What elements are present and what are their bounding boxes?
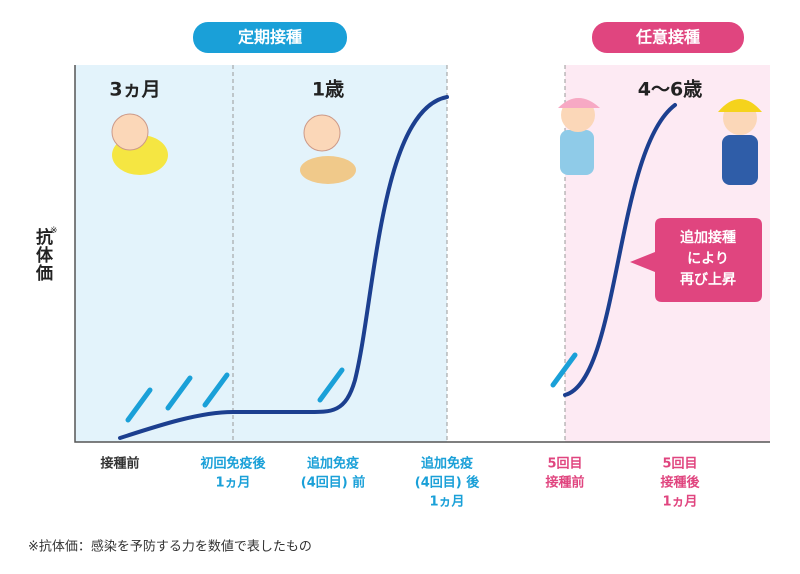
- callout: [630, 218, 762, 302]
- y-axis-mark: ※: [50, 226, 58, 236]
- x-label: 接種前: [545, 475, 584, 491]
- x-label: 追加免疫: [421, 456, 473, 472]
- routine-label: 定期接種: [237, 28, 302, 47]
- x-label: 1ヵ月: [429, 495, 464, 510]
- child-illustration: [558, 98, 600, 175]
- callout-text: 再び上昇: [680, 272, 736, 288]
- age-label: 1歳: [312, 79, 344, 101]
- age-label: 4〜6歳: [638, 79, 702, 101]
- x-label: 1ヵ月: [215, 476, 250, 491]
- x-label: (4回目) 前: [301, 475, 365, 491]
- x-label: 1ヵ月: [662, 495, 697, 510]
- x-label: 5回目: [547, 457, 582, 472]
- child-illustration: [718, 99, 762, 185]
- routine-badge: [193, 22, 347, 53]
- optional-label: 任意接種: [635, 28, 700, 47]
- toddler-illustration: [300, 114, 356, 184]
- x-label: 接種前: [100, 456, 139, 472]
- syringes: [125, 352, 578, 423]
- x-label: 追加免疫: [307, 456, 359, 472]
- footnote: ※抗体価：感染を予防する力を数値で表したもの: [28, 539, 312, 555]
- baby-illustration: [111, 113, 168, 175]
- age-label: 3ヵ月: [109, 79, 160, 101]
- callout-text: 追加接種: [680, 229, 736, 246]
- y-axis-label: 抗体価: [32, 228, 52, 282]
- x-label: 初回免疫後: [200, 456, 266, 472]
- x-label: 接種後: [660, 475, 700, 491]
- antibody-curve: [563, 103, 677, 397]
- x-label: (4回目) 後: [415, 475, 480, 491]
- axes: [74, 65, 770, 443]
- callout-text: により: [687, 251, 729, 267]
- x-label: 5回目: [662, 457, 697, 472]
- optional-badge: [592, 22, 744, 53]
- antibody-curve: [118, 95, 449, 440]
